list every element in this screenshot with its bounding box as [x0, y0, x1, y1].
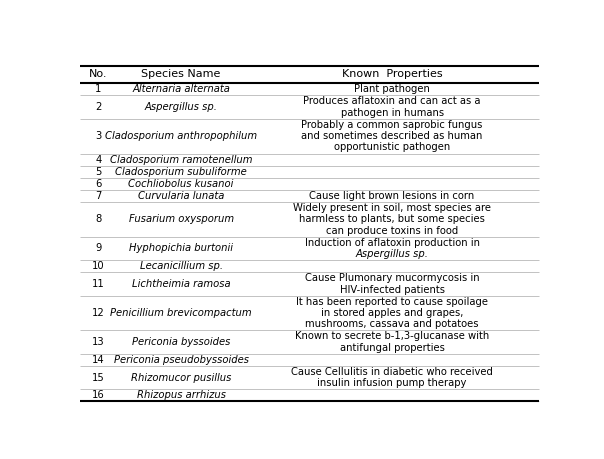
Text: 5: 5	[95, 167, 101, 177]
Text: 9: 9	[95, 243, 101, 253]
Text: and sometimes described as human: and sometimes described as human	[301, 131, 483, 141]
Text: Penicillium brevicompactum: Penicillium brevicompactum	[111, 308, 252, 318]
Text: in stored apples and grapes,: in stored apples and grapes,	[321, 308, 463, 318]
Text: can produce toxins in food: can produce toxins in food	[326, 225, 458, 235]
Text: Aspergillus sp.: Aspergillus sp.	[145, 102, 217, 112]
Text: 16: 16	[92, 391, 105, 400]
Text: 12: 12	[92, 308, 105, 318]
Text: Cladosporium anthropophilum: Cladosporium anthropophilum	[105, 131, 257, 141]
Text: 2: 2	[95, 102, 101, 112]
Text: 6: 6	[95, 179, 101, 189]
Text: Lichtheimia ramosa: Lichtheimia ramosa	[132, 279, 230, 289]
Text: Lecanicillium sp.: Lecanicillium sp.	[140, 261, 223, 271]
Text: Periconia pseudobyssoides: Periconia pseudobyssoides	[114, 355, 249, 365]
Text: 7: 7	[95, 190, 101, 201]
Text: Probably a common saprobic fungus: Probably a common saprobic fungus	[301, 120, 483, 129]
Text: antifungal properties: antifungal properties	[339, 343, 445, 353]
Text: HIV-infected patients: HIV-infected patients	[339, 285, 445, 295]
Text: Alternaria alternata: Alternaria alternata	[132, 84, 230, 94]
Text: pathogen in humans: pathogen in humans	[341, 107, 444, 118]
Text: Known  Properties: Known Properties	[342, 69, 443, 79]
Text: Aspergillus sp.: Aspergillus sp.	[356, 249, 429, 259]
Text: 8: 8	[95, 214, 101, 224]
Text: No.: No.	[89, 69, 108, 79]
Text: opportunistic pathogen: opportunistic pathogen	[334, 142, 450, 152]
Text: Cochliobolus kusanoi: Cochliobolus kusanoi	[129, 179, 234, 189]
Text: 10: 10	[92, 261, 105, 271]
Text: Cause light brown lesions in corn: Cause light brown lesions in corn	[309, 190, 475, 201]
Text: Species Name: Species Name	[141, 69, 221, 79]
Text: Rhizomucor pusillus: Rhizomucor pusillus	[131, 373, 231, 383]
Text: Known to secrete b-1,3-glucanase with: Known to secrete b-1,3-glucanase with	[295, 331, 489, 341]
Text: Plant pathogen: Plant pathogen	[354, 84, 430, 94]
Text: Rhizopus arrhizus: Rhizopus arrhizus	[137, 391, 226, 400]
Text: 3: 3	[95, 131, 101, 141]
Text: 1: 1	[95, 84, 101, 94]
Text: Cladosporium subuliforme: Cladosporium subuliforme	[115, 167, 247, 177]
Text: Widely present in soil, most species are: Widely present in soil, most species are	[293, 203, 491, 213]
Text: Hyphopichia burtonii: Hyphopichia burtonii	[129, 243, 233, 253]
Text: Fusarium oxysporum: Fusarium oxysporum	[129, 214, 234, 224]
Text: It has been reported to cause spoilage: It has been reported to cause spoilage	[296, 297, 488, 307]
Text: Cause Cellulitis in diabetic who received: Cause Cellulitis in diabetic who receive…	[291, 367, 493, 377]
Text: 15: 15	[92, 373, 105, 383]
Text: 13: 13	[92, 337, 105, 347]
Text: Cause Plumonary mucormycosis in: Cause Plumonary mucormycosis in	[305, 273, 480, 283]
Text: Produces aflatoxin and can act as a: Produces aflatoxin and can act as a	[303, 96, 481, 106]
Text: 11: 11	[92, 279, 105, 289]
Text: Cladosporium ramotenellum: Cladosporium ramotenellum	[110, 155, 252, 164]
Text: Curvularia lunata: Curvularia lunata	[138, 190, 224, 201]
Text: Induction of aflatoxin production in: Induction of aflatoxin production in	[304, 238, 480, 247]
Text: 14: 14	[92, 355, 105, 365]
Text: Periconia byssoides: Periconia byssoides	[132, 337, 230, 347]
Text: mushrooms, cassava and potatoes: mushrooms, cassava and potatoes	[306, 319, 479, 330]
Text: harmless to plants, but some species: harmless to plants, but some species	[299, 214, 485, 224]
Text: 4: 4	[95, 155, 101, 164]
Text: insulin infusion pump therapy: insulin infusion pump therapy	[318, 378, 467, 388]
